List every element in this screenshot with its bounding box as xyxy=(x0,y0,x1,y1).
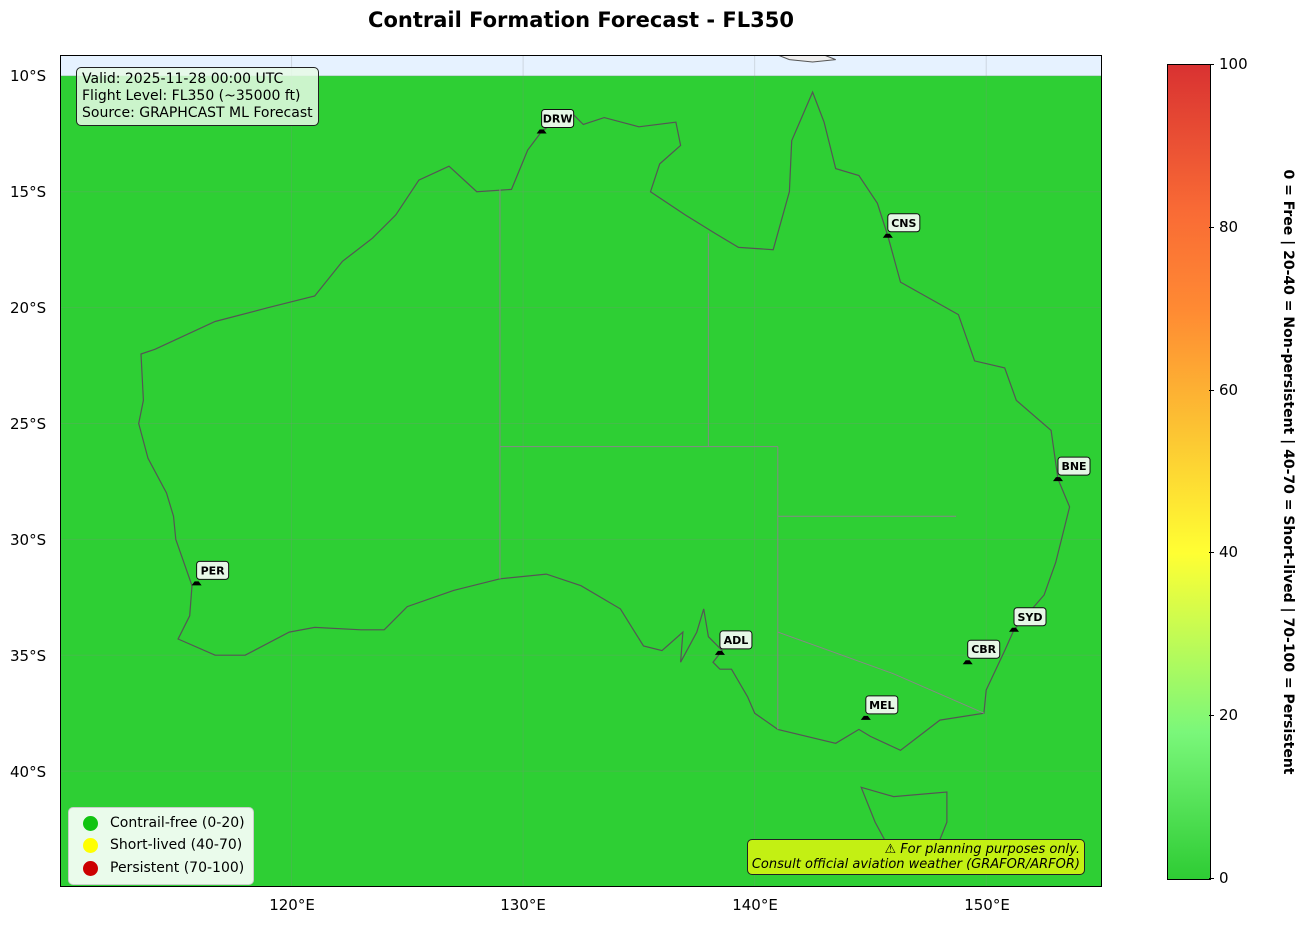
data-source: Source: GRAPHCAST ML Forecast xyxy=(82,105,313,121)
colorbar-tick xyxy=(1209,64,1214,65)
airport-label-box xyxy=(887,213,921,233)
airport-label: CNS xyxy=(891,217,916,230)
legend-item-short-lived: Short-lived (40-70) xyxy=(77,835,245,858)
colorbar-tick-label: 20 xyxy=(1219,706,1239,725)
y-tick-label: 20°S xyxy=(10,299,47,317)
colorbar-tick xyxy=(1209,552,1214,554)
legend-label: Contrail-free (0-20) xyxy=(110,814,245,831)
legend-item-persistent: Persistent (70-100) xyxy=(77,857,245,880)
coastline-new-guinea xyxy=(777,55,836,63)
airport-marker-icon xyxy=(1053,477,1064,482)
airport-label: MEL xyxy=(869,699,894,712)
airport-label-box xyxy=(196,560,230,580)
state-border xyxy=(777,631,985,714)
forecast-info-box: Valid: 2025-11-28 00:00 UTC Flight Level… xyxy=(76,67,319,126)
airport-marker-icon xyxy=(1009,627,1020,632)
airport-marker-icon xyxy=(536,129,547,134)
y-tick-label: 15°S xyxy=(10,183,47,201)
y-tick-label: 10°S xyxy=(10,67,47,85)
colorbar-tick xyxy=(1209,715,1214,717)
colorbar-label: 0 = Free | 20-40 = Non-persistent | 40-7… xyxy=(1280,169,1296,775)
colorbar-tick-label: 80 xyxy=(1219,217,1239,236)
airport-label-box xyxy=(719,630,753,650)
legend-marker xyxy=(83,815,98,831)
y-tick-label: 40°S xyxy=(10,763,47,781)
airport-label-box xyxy=(1057,456,1091,476)
colorbar xyxy=(1167,64,1211,880)
contrail-field xyxy=(60,75,1102,887)
legend-marker xyxy=(83,838,98,854)
colorbar-tick xyxy=(1209,226,1214,228)
airport-label: ADL xyxy=(724,634,749,647)
x-tick-label: 140°E xyxy=(732,896,778,914)
airport-marker-icon xyxy=(191,581,202,586)
y-tick-label: 35°S xyxy=(10,647,47,665)
airport-label: BNE xyxy=(1061,460,1086,473)
airport-marker-icon xyxy=(860,715,871,720)
airport-label-box xyxy=(1013,607,1047,627)
x-tick-label: 150°E xyxy=(964,896,1010,914)
legend-item-free: Contrail-free (0-20) xyxy=(77,812,245,835)
airport-label: SYD xyxy=(1017,611,1042,624)
legend-label: Persistent (70-100) xyxy=(110,859,245,876)
airport-marker-icon xyxy=(962,660,973,665)
colorbar-tick xyxy=(1209,878,1214,879)
airport-label: DRW xyxy=(543,112,573,125)
airport-label: CBR xyxy=(971,643,996,656)
colorbar-tick xyxy=(1209,389,1214,391)
disclaimer-line-1: ⚠ For planning purposes only. xyxy=(884,842,1081,857)
colorbar-tick-label: 100 xyxy=(1219,55,1248,73)
legend: Contrail-free (0-20) Short-lived (40-70)… xyxy=(68,807,254,885)
flight-level: Flight Level: FL350 (~35000 ft) xyxy=(82,88,301,104)
airport-marker-icon xyxy=(882,233,893,238)
map-canvas: DRW CNS BNE SYD CBR MEL ADL PER xyxy=(60,55,1102,887)
x-tick-label: 120°E xyxy=(269,896,315,914)
airport-label-box xyxy=(865,695,899,715)
colorbar-tick-label: 0 xyxy=(1219,869,1229,887)
disclaimer-box: ⚠ For planning purposes only. Consult of… xyxy=(746,839,1085,875)
colorbar-tick-label: 60 xyxy=(1219,380,1239,399)
airport-label-box xyxy=(967,639,1001,659)
y-tick-label: 25°S xyxy=(10,415,47,433)
airport-marker-icon xyxy=(714,650,725,655)
colorbar-tick-label: 40 xyxy=(1219,543,1239,562)
legend-marker xyxy=(83,860,98,876)
airport-label: PER xyxy=(201,564,226,577)
airport-label-box xyxy=(541,108,575,128)
y-tick-label: 30°S xyxy=(10,531,47,549)
chart-title: Contrail Formation Forecast - FL350 xyxy=(368,8,794,32)
legend-label: Short-lived (40-70) xyxy=(110,837,243,854)
x-tick-label: 130°E xyxy=(500,896,546,914)
map-frame xyxy=(60,55,1102,887)
disclaimer-line-2: Consult official aviation weather (GRAFO… xyxy=(751,857,1080,872)
valid-time: Valid: 2025-11-28 00:00 UTC xyxy=(82,71,284,87)
